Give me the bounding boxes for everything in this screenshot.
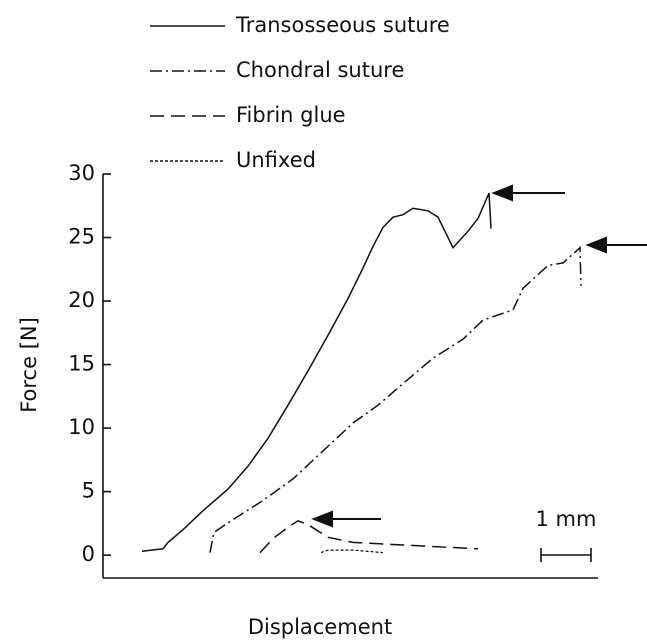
y-axis-label: Force [N]: [17, 317, 41, 413]
y-tick-label: 5: [82, 479, 95, 503]
series-line: [209, 246, 582, 553]
arrows: [311, 184, 647, 528]
arrow-head: [585, 236, 607, 254]
legend-label: Unfixed: [236, 148, 316, 172]
legend-label: Fibrin glue: [236, 103, 346, 127]
series-line: [141, 192, 492, 553]
arrow-head: [311, 510, 333, 528]
legend-label: Transosseous suture: [235, 13, 450, 37]
arrow-head: [491, 184, 513, 202]
y-tick-label: 0: [82, 542, 95, 566]
legend-label: Chondral suture: [236, 58, 404, 82]
y-tick-label: 30: [68, 161, 95, 185]
series-line: [259, 519, 479, 554]
y-tick-label: 25: [68, 225, 95, 249]
y-tick-label: 10: [68, 415, 95, 439]
y-tick-label: 15: [68, 352, 95, 376]
scale-bar-label: 1 mm: [536, 507, 597, 531]
y-tick-label: 20: [68, 288, 95, 312]
series-line: [320, 549, 384, 554]
x-axis-label: Displacement: [248, 615, 392, 639]
